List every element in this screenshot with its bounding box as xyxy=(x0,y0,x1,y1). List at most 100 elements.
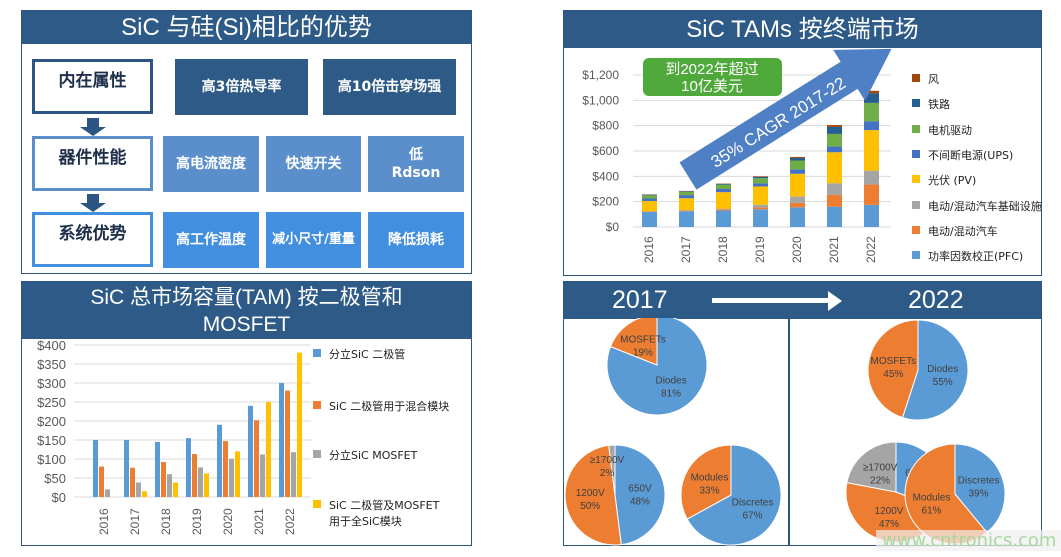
bar xyxy=(99,466,104,497)
pie-slice-label: Discretes xyxy=(732,498,774,509)
bar-segment xyxy=(864,90,879,94)
bar-segment xyxy=(716,184,731,189)
pie-slice-label: 1200V xyxy=(875,506,904,517)
y-tick-label: $0 xyxy=(52,490,66,505)
advantages-panel: SiC 与硅(Si)相比的优势 内在属性 器件性能 系统优势 高3倍热导率 高1… xyxy=(21,10,472,274)
bar-segment xyxy=(790,160,805,170)
market-bar-chart: $0 $50 $100 $150 $200 $250 $300 $350 $400 2016 201… xyxy=(37,338,311,535)
bar-segment xyxy=(679,210,694,212)
legend-swatch xyxy=(313,401,321,409)
bar xyxy=(248,405,253,497)
x-tick-label: 2022 xyxy=(283,508,297,535)
bar xyxy=(161,462,166,497)
tam-panel: SiC TAMs 按终端市场 xyxy=(563,10,1042,276)
bar-segment xyxy=(864,170,879,185)
legend-swatch xyxy=(313,500,321,508)
pie-slice-value: 55% xyxy=(933,377,953,388)
tam-title: SiC TAMs 按终端市场 xyxy=(564,11,1041,48)
bar xyxy=(186,438,191,497)
bar-segment xyxy=(864,130,879,171)
x-tick-label: 2016 xyxy=(97,508,111,535)
bar xyxy=(204,473,209,497)
down-arrow-icon xyxy=(80,194,106,212)
pie-slice-value: 22% xyxy=(870,476,890,487)
watermark: www.cntronics.com xyxy=(876,530,1061,551)
block-temperature: 高工作温度 xyxy=(163,212,259,268)
pie-slice-label: MOSFETs xyxy=(871,356,917,367)
right-arrow-icon-head xyxy=(828,291,842,311)
legend-swatch xyxy=(912,99,920,108)
pie-slice xyxy=(686,444,782,546)
block-current: 高电流密度 xyxy=(163,136,259,192)
x-tick-label: 2019 xyxy=(190,508,204,535)
legend-swatch xyxy=(912,149,920,158)
x-tick-label: 2021 xyxy=(827,236,841,263)
bar xyxy=(297,352,302,497)
right-arrow-icon xyxy=(712,298,830,303)
bar-segment xyxy=(679,191,694,192)
bar-segment xyxy=(827,194,842,207)
pie-slice xyxy=(606,318,708,416)
pie-slice xyxy=(564,444,622,546)
pie-slice-value: 2% xyxy=(600,468,615,479)
legend-item: 功率因数校正(PFC) xyxy=(912,248,1023,264)
bar-segment xyxy=(827,133,842,147)
pie-slice xyxy=(846,441,897,493)
bar xyxy=(173,482,178,497)
pie-slice xyxy=(867,319,919,419)
y-tick-label: $0 xyxy=(606,220,620,234)
pie-slice-label: Modules xyxy=(691,472,729,483)
pie-slice-value: 39% xyxy=(969,489,989,500)
bar-segment xyxy=(716,192,731,209)
pie-slice xyxy=(901,319,969,421)
legend-label: 电动/混动汽车 xyxy=(928,224,998,238)
callout-text: 10亿美元 xyxy=(681,78,743,95)
bar-segment xyxy=(753,207,768,210)
row-label-system: 系统优势 xyxy=(32,212,153,267)
legend-swatch xyxy=(912,124,920,133)
cagr-arrow-shape xyxy=(679,48,892,190)
share-pie-charts: Diodes 81% MOSFETs 19% 650V 48% 1200V 50% ≥1700V… xyxy=(564,318,1006,546)
block-thermal: 高3倍热导率 xyxy=(175,59,308,115)
bar-segment xyxy=(864,102,879,122)
callout-box xyxy=(643,58,782,96)
bar-segment xyxy=(753,176,768,177)
down-arrow-icon xyxy=(80,118,106,136)
legend-swatch xyxy=(912,74,920,82)
legend-item: 风 xyxy=(912,71,939,87)
pie-slice-value: 33% xyxy=(699,485,719,496)
year-from: 2017 xyxy=(612,286,668,314)
legend-label: 光伏 (PV) xyxy=(928,174,977,188)
bar-segment xyxy=(642,198,657,202)
legend-label: 功率因数校正(PFC) xyxy=(928,250,1024,264)
pie-slice xyxy=(609,318,658,366)
bar-segment xyxy=(827,126,842,134)
bar-segment xyxy=(790,207,805,227)
bar-segment xyxy=(753,204,768,208)
pie-slice xyxy=(954,443,1006,534)
x-tick-label: 2016 xyxy=(642,236,656,263)
year-to: 2022 xyxy=(908,286,964,314)
y-tick-label: $400 xyxy=(37,338,66,353)
legend-label: SiC 二极管及MOSFET 用于全SiC模块 xyxy=(329,499,440,528)
bar-segment xyxy=(790,156,805,158)
market-title: SiC 总市场容量(TAM) 按二极管和 MOSFET xyxy=(22,282,471,339)
y-tick-label: $250 xyxy=(37,395,66,410)
bar-segment xyxy=(827,125,842,127)
bar-segment xyxy=(827,152,842,184)
pie-slice-value: 81% xyxy=(661,389,681,400)
legend-item: 电动/混动汽车基础设施 xyxy=(912,198,1042,214)
bar-segment xyxy=(753,209,768,227)
bar-segment xyxy=(716,183,731,185)
pie-slice xyxy=(680,444,732,520)
block-breakdown: 高10倍击穿场强 xyxy=(323,59,456,115)
pie-slice-value: 67% xyxy=(743,511,763,522)
bar-segment xyxy=(679,195,694,199)
bar xyxy=(217,424,222,497)
bar-segment xyxy=(827,183,842,195)
legend-label: 电动/混动汽车基础设施 xyxy=(928,199,1042,213)
row-label-intrinsic: 内在属性 xyxy=(32,59,153,114)
tam-stacked-bar-chart: $0 $200 $400 $600 $800 $1,000 $1,200 2016 2017 20… xyxy=(582,48,892,263)
pie-slice-value: 48% xyxy=(630,496,650,507)
block-size: 减小尺寸/重量 xyxy=(266,212,361,268)
